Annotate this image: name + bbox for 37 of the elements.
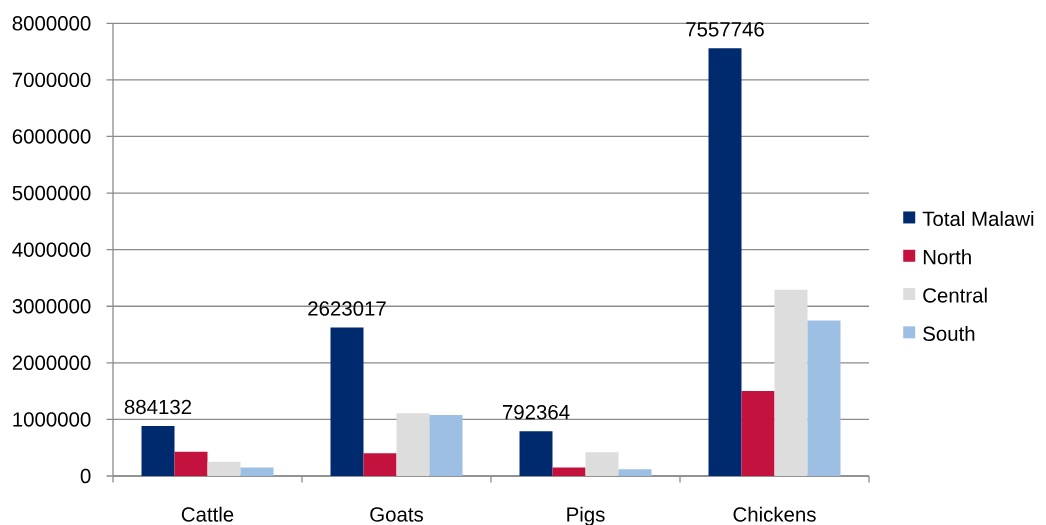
data-label: 792364 bbox=[502, 404, 570, 420]
bar bbox=[741, 391, 775, 476]
bar bbox=[618, 469, 652, 476]
y-tick-label: 8000000 bbox=[12, 16, 91, 31]
x-tick-label: Pigs bbox=[567, 506, 605, 525]
bar bbox=[240, 467, 274, 476]
y-tick-label: 6000000 bbox=[12, 129, 91, 144]
x-tick-label: Chickens bbox=[733, 506, 816, 522]
bar bbox=[519, 431, 553, 476]
bar bbox=[585, 452, 619, 476]
bar bbox=[396, 413, 430, 476]
bar bbox=[363, 453, 397, 476]
y-tick-label: 2000000 bbox=[12, 355, 91, 371]
data-label: 7557746 bbox=[686, 22, 764, 37]
bar bbox=[207, 461, 241, 476]
bar bbox=[429, 414, 463, 476]
bar bbox=[174, 451, 208, 476]
bar bbox=[330, 327, 364, 476]
bar bbox=[807, 320, 841, 476]
bar bbox=[774, 289, 808, 476]
y-tick-label: 5000000 bbox=[12, 185, 91, 201]
bar bbox=[141, 425, 175, 476]
bar bbox=[552, 467, 586, 476]
bar bbox=[708, 48, 742, 476]
legend-label: Total Malawi bbox=[922, 211, 1034, 227]
x-tick-label: Cattle bbox=[181, 506, 234, 522]
y-tick-label: 4000000 bbox=[12, 242, 91, 257]
y-tick-label: 7000000 bbox=[12, 72, 91, 88]
y-tick-label: 1000000 bbox=[13, 412, 91, 427]
y-tick-label: 0 bbox=[80, 468, 91, 484]
legend-label: South bbox=[923, 325, 975, 341]
data-label: 2623017 bbox=[308, 301, 386, 316]
data-label: 884132 bbox=[124, 399, 192, 415]
x-tick-label: Goats bbox=[370, 507, 423, 522]
y-tick-label: 3000000 bbox=[12, 299, 91, 314]
legend-label: Central bbox=[923, 287, 987, 303]
legend-label: North bbox=[923, 249, 971, 265]
